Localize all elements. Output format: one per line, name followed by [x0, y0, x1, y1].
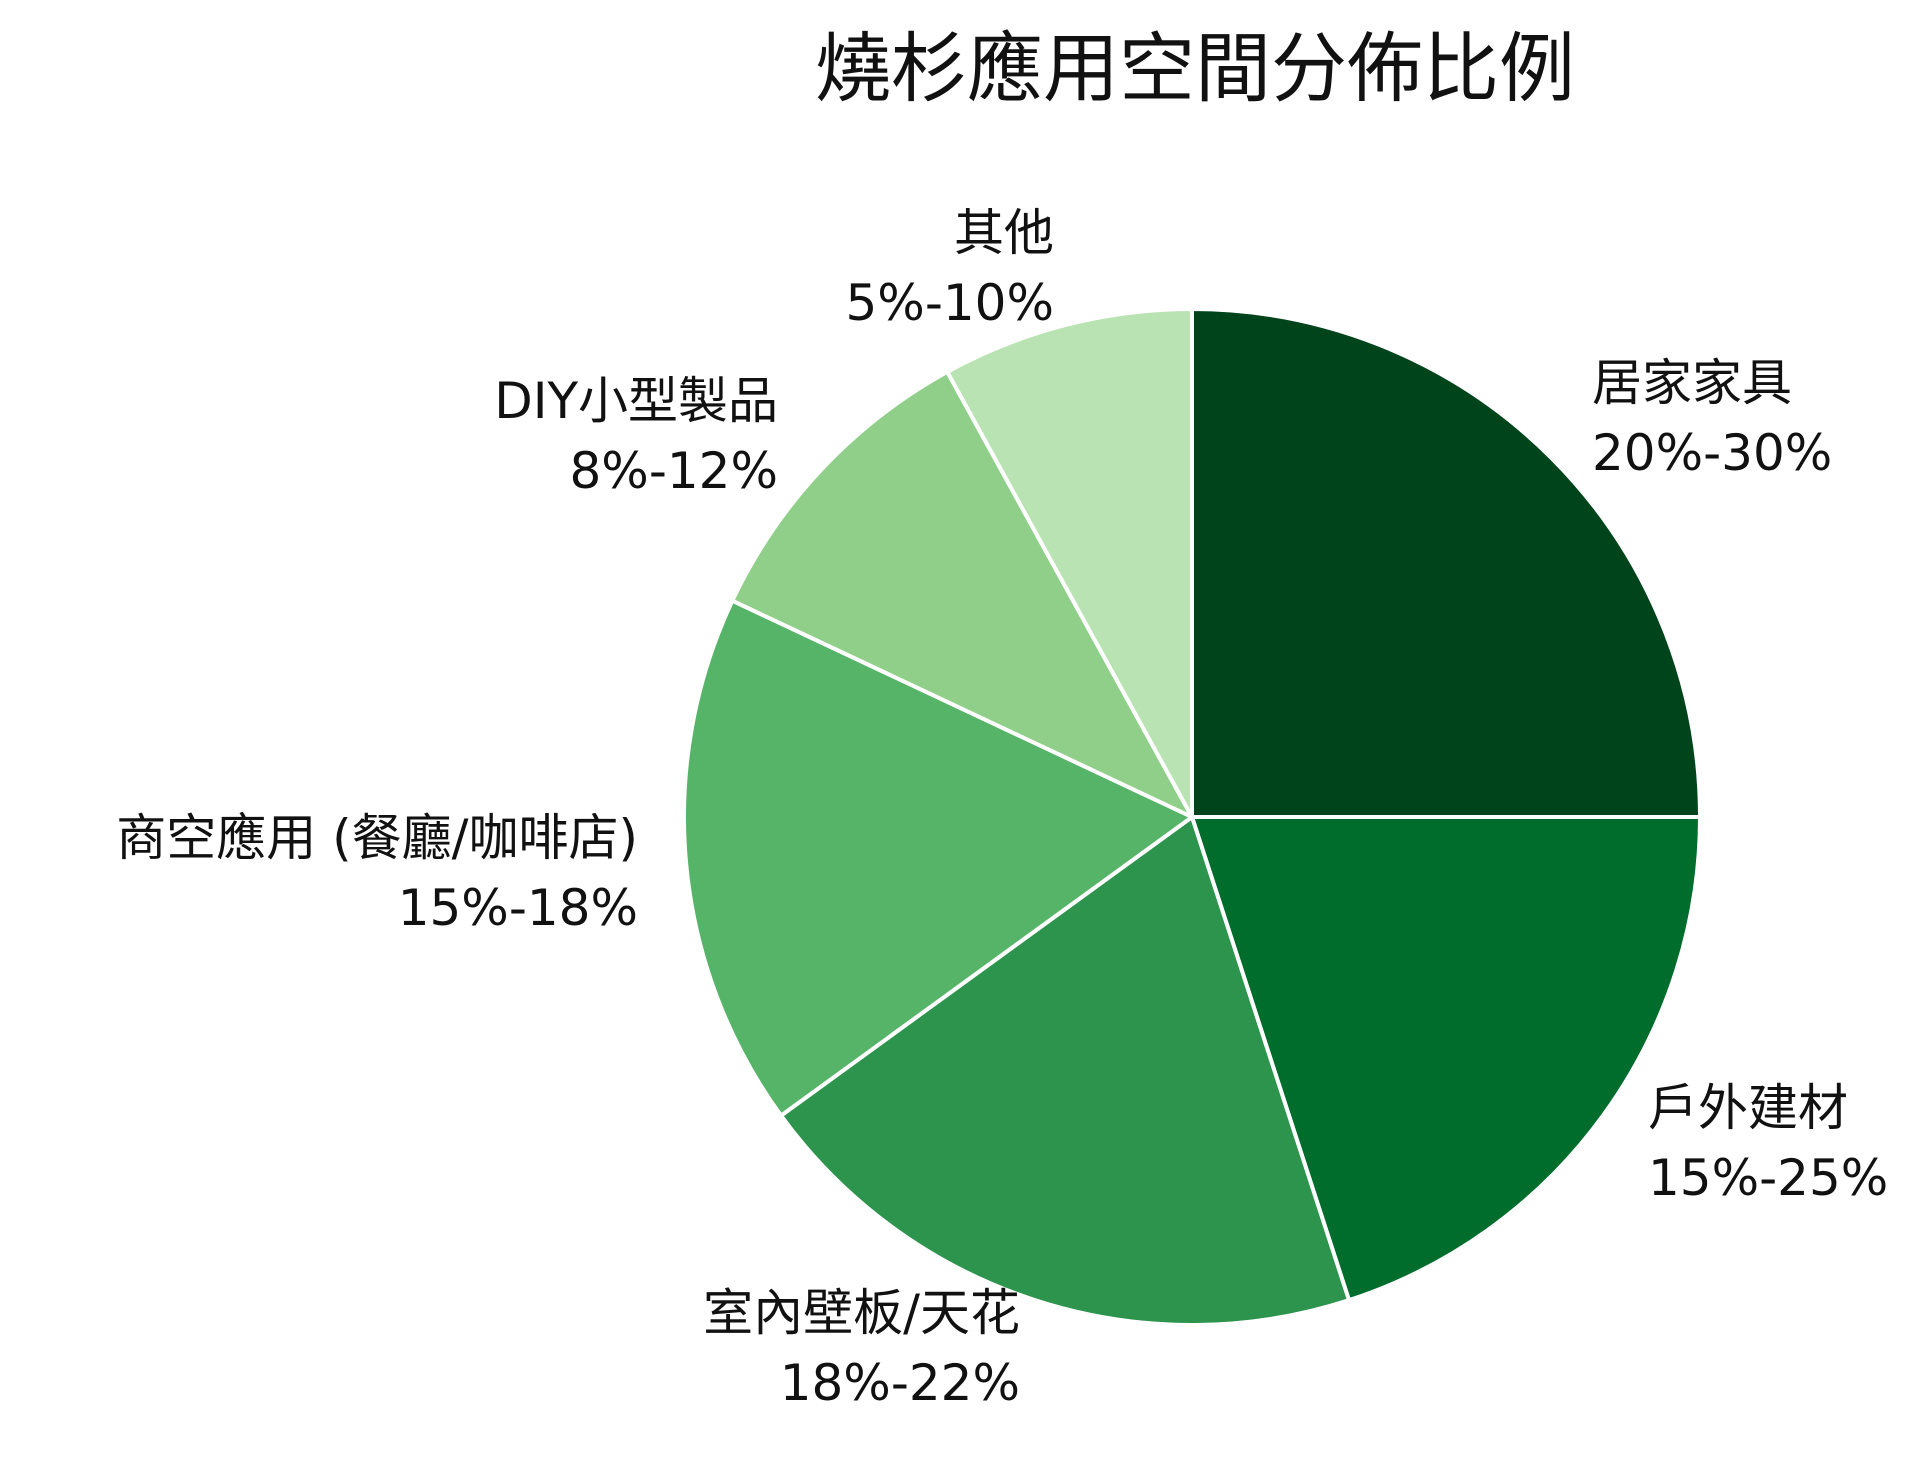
pie-slice-0 [1190, 307, 1702, 819]
pie-slice-4 [730, 369, 1194, 819]
pie-slice-3 [682, 598, 1194, 1118]
pie-slice-5 [945, 307, 1194, 819]
slice-range-2: 18%-22% [780, 1354, 1020, 1412]
slice-range-5: 5%-10% [846, 274, 1055, 332]
pie-slice-1 [1190, 815, 1702, 1303]
slice-label-2: 室內壁板/天花 [703, 1284, 1020, 1342]
slice-label-5: 其他 [954, 204, 1054, 262]
slice-range-1: 15%-25% [1648, 1149, 1888, 1207]
pie-labels: 居家家具 20%-30% 戶外建材 15%-25% 室內壁板/天花 18%-22% 商空應用… [116, 204, 1888, 1412]
slice-range-4: 8%-12% [570, 442, 779, 500]
pie-slice-2 [779, 815, 1351, 1327]
slice-label-1: 戶外建材 [1648, 1079, 1848, 1137]
slice-label-4: DIY小型製品 [494, 372, 778, 430]
pie-slices [682, 307, 1702, 1327]
chart-title: 燒杉應用空間分佈比例 [815, 24, 1575, 113]
slice-range-3: 15%-18% [398, 879, 638, 937]
slice-range-0: 20%-30% [1592, 424, 1832, 482]
slice-label-3: 商空應用 (餐廳/咖啡店) [116, 809, 638, 867]
slice-label-0: 居家家具 [1592, 354, 1792, 412]
